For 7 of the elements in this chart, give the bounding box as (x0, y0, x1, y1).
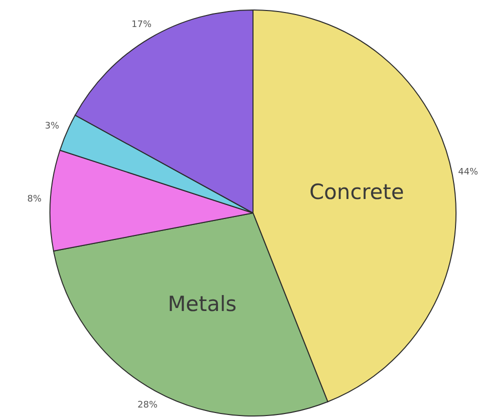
slice-label: Metals (168, 292, 237, 316)
data-label: 44% (458, 167, 479, 178)
slice-label: Concrete (309, 180, 404, 204)
data-label: 28% (137, 400, 158, 410)
data-label: 8% (27, 194, 42, 205)
data-label: 17% (132, 20, 152, 30)
data-label: 3% (44, 121, 60, 132)
